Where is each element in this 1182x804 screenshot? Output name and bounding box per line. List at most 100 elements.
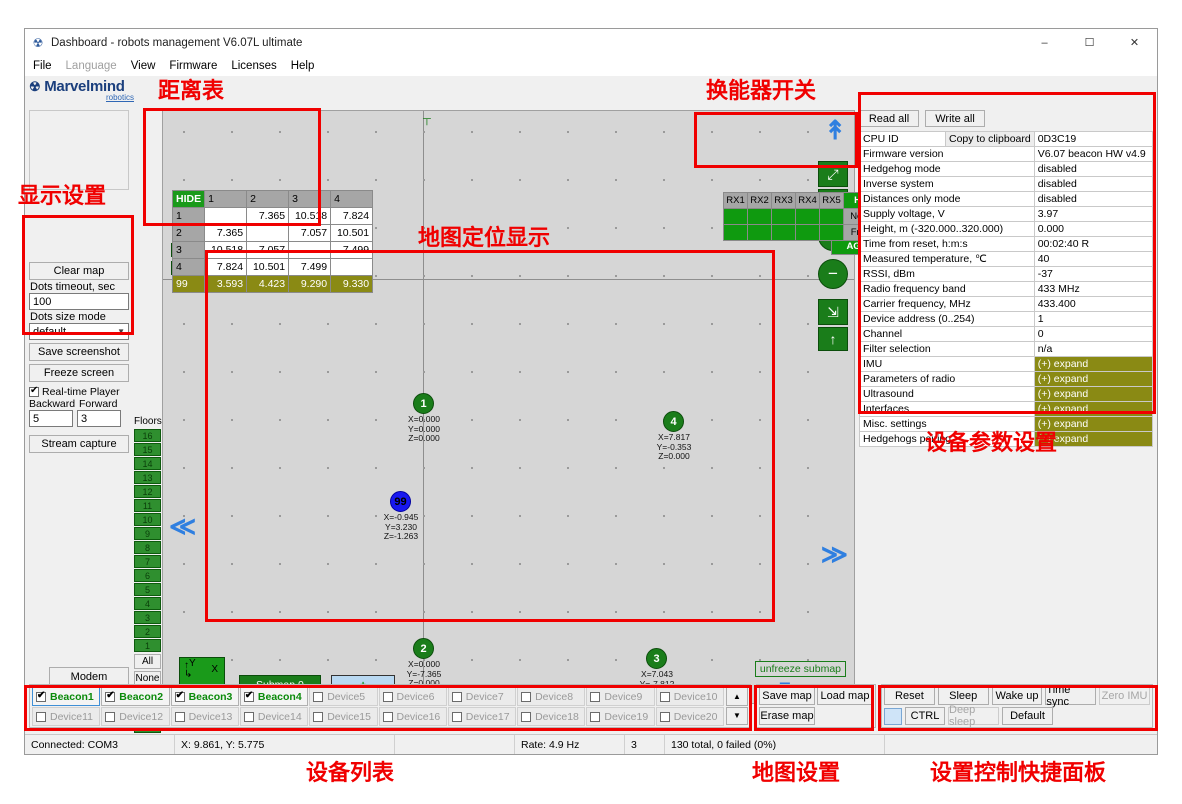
device-item-beacon4[interactable]: Beacon4 — [239, 687, 309, 706]
pan-tool-button[interactable]: ⇲ — [818, 299, 848, 325]
transducer-cell-frozen-RX4[interactable] — [795, 224, 820, 241]
device-item-device12[interactable]: Device12 — [101, 707, 170, 726]
unfreeze-submap-button[interactable]: unfreeze submap — [754, 661, 846, 677]
transducer-cell-normal-RX2[interactable] — [747, 208, 772, 225]
device-item-device14[interactable]: Device14 — [239, 707, 309, 726]
device-checkbox[interactable] — [313, 691, 324, 702]
dots-size-mode-select[interactable]: default ▼ — [29, 323, 129, 340]
floor-item-12[interactable]: 12 — [134, 485, 161, 498]
device-checkbox[interactable] — [36, 711, 46, 722]
zoom-out-button[interactable]: − — [818, 259, 848, 289]
collapse-left-icon[interactable]: ≪ — [169, 511, 197, 541]
floor-item-13[interactable]: 13 — [134, 471, 161, 484]
transducer-channel-RX4[interactable]: RX4 — [795, 192, 820, 209]
floors-all-button[interactable]: All — [134, 654, 161, 669]
transducer-channel-RX2[interactable]: RX2 — [747, 192, 772, 209]
move-up-button[interactable]: ↑ — [818, 327, 848, 351]
device-checkbox[interactable] — [590, 691, 601, 702]
device-item-device15[interactable]: Device15 — [309, 707, 378, 726]
floor-item-8[interactable]: 8 — [134, 541, 161, 554]
transducer-cell-normal-RX4[interactable] — [795, 208, 820, 225]
floor-item-5[interactable]: 5 — [134, 583, 161, 596]
device-item-device19[interactable]: Device19 — [586, 707, 655, 726]
floor-item-9[interactable]: 9 — [134, 527, 161, 540]
param-value[interactable]: 00:02:40 R — [1033, 236, 1154, 252]
device-item-device6[interactable]: Device6 — [378, 687, 447, 706]
transducer-channel-RX5[interactable]: RX5 — [819, 192, 844, 209]
device-scroll-up-button[interactable]: ▲ — [726, 687, 748, 706]
device-item-beacon1[interactable]: Beacon1 — [32, 687, 101, 706]
param-value[interactable]: 40 — [1033, 251, 1154, 267]
default-button[interactable]: Default — [1002, 707, 1053, 725]
device-checkbox[interactable] — [659, 711, 670, 722]
param-value[interactable]: n/a — [1033, 341, 1154, 357]
transducer-cell-frozen-RX3[interactable] — [771, 224, 796, 241]
distance-table[interactable]: HIDE 1 2 3 4 1 7.365 10.518 7.824 2 7.365 7.057 10.5… — [171, 190, 374, 293]
device-checkbox[interactable] — [243, 711, 254, 722]
load-map-button[interactable]: Load map — [817, 687, 873, 705]
device-item-device13[interactable]: Device13 — [170, 707, 239, 726]
menu-item-language[interactable]: Language — [65, 60, 117, 72]
device-scroll-down-button[interactable]: ▼ — [726, 706, 748, 725]
map-beacon-99[interactable]: 99 — [390, 491, 411, 512]
close-button[interactable]: ✕ — [1129, 37, 1140, 49]
param-value[interactable]: disabled — [1033, 176, 1154, 192]
param-value-cpu-id[interactable]: 0D3C19 — [1033, 131, 1154, 147]
param-value[interactable]: 0.000 — [1033, 221, 1154, 237]
device-item-device17[interactable]: Device17 — [447, 707, 517, 726]
collapse-right-icon[interactable]: ≫ — [820, 539, 848, 569]
transducer-cell-frozen-RX2[interactable] — [747, 224, 772, 241]
param-expand-button[interactable]: (+) expand — [1033, 431, 1154, 447]
device-item-device16[interactable]: Device16 — [378, 707, 447, 726]
ctrl-button[interactable]: CTRL — [905, 707, 945, 725]
param-value[interactable]: -37 — [1033, 266, 1154, 282]
device-item-device8[interactable]: Device8 — [517, 687, 586, 706]
param-expand-button[interactable]: (+) expand — [1033, 386, 1154, 402]
device-checkbox[interactable] — [590, 711, 601, 722]
device-item-device20[interactable]: Device20 — [655, 707, 724, 726]
device-item-device7[interactable]: Device7 — [447, 687, 517, 706]
maximize-button[interactable]: ☐ — [1084, 37, 1095, 49]
param-value[interactable]: disabled — [1033, 161, 1154, 177]
floor-item-10[interactable]: 10 — [134, 513, 161, 526]
menu-item-firmware[interactable]: Firmware — [169, 60, 218, 72]
floor-item-1[interactable]: 1 — [134, 639, 161, 652]
device-checkbox[interactable] — [521, 691, 532, 702]
param-expand-button[interactable]: (+) expand — [1033, 416, 1154, 432]
collapse-up-icon[interactable]: ↟ — [824, 115, 846, 145]
device-checkbox[interactable] — [174, 711, 185, 722]
param-value[interactable]: disabled — [1033, 191, 1154, 207]
sleep-button[interactable]: Sleep — [937, 687, 989, 705]
fit-screen-button[interactable]: ⤢ — [818, 161, 848, 187]
stream-capture-button[interactable]: Stream capture — [29, 435, 129, 453]
transducer-channel-RX3[interactable]: RX3 — [771, 192, 796, 209]
param-value[interactable]: 433.400 — [1033, 296, 1154, 312]
device-item-beacon2[interactable]: Beacon2 — [101, 687, 170, 706]
device-checkbox[interactable] — [451, 711, 462, 722]
floor-item-15[interactable]: 15 — [134, 443, 161, 456]
device-checkbox[interactable] — [659, 691, 670, 702]
read-all-button[interactable]: Read all — [859, 110, 919, 127]
device-item-device5[interactable]: Device5 — [309, 687, 378, 706]
save-screenshot-button[interactable]: Save screenshot — [29, 343, 129, 361]
backward-input[interactable]: 5 — [29, 410, 73, 427]
floor-item-6[interactable]: 6 — [134, 569, 161, 582]
minimize-button[interactable]: – — [1041, 36, 1048, 49]
freeze-screen-button[interactable]: Freeze screen — [29, 364, 129, 382]
device-item-device9[interactable]: Device9 — [586, 687, 655, 706]
wake-up-button[interactable]: Wake up — [991, 687, 1043, 705]
clear-map-button[interactable]: Clear map — [29, 262, 129, 280]
floor-item-3[interactable]: 3 — [134, 611, 161, 624]
floor-item-11[interactable]: 11 — [134, 499, 161, 512]
parameters-table[interactable]: CPU ID Copy to clipboard 0D3C19 Firmware ve… — [859, 131, 1154, 447]
reset-button[interactable]: Reset — [884, 687, 935, 705]
floor-item-7[interactable]: 7 — [134, 555, 161, 568]
write-all-button[interactable]: Write all — [925, 110, 985, 127]
dots-timeout-input[interactable]: 100 — [29, 293, 129, 310]
device-checkbox[interactable] — [451, 691, 462, 702]
erase-map-button[interactable]: Erase map — [759, 707, 815, 725]
menu-item-file[interactable]: File — [33, 60, 52, 72]
floor-item-16[interactable]: 16 — [134, 429, 161, 442]
save-map-button[interactable]: Save map — [759, 687, 815, 705]
param-expand-button[interactable]: (+) expand — [1033, 356, 1154, 372]
